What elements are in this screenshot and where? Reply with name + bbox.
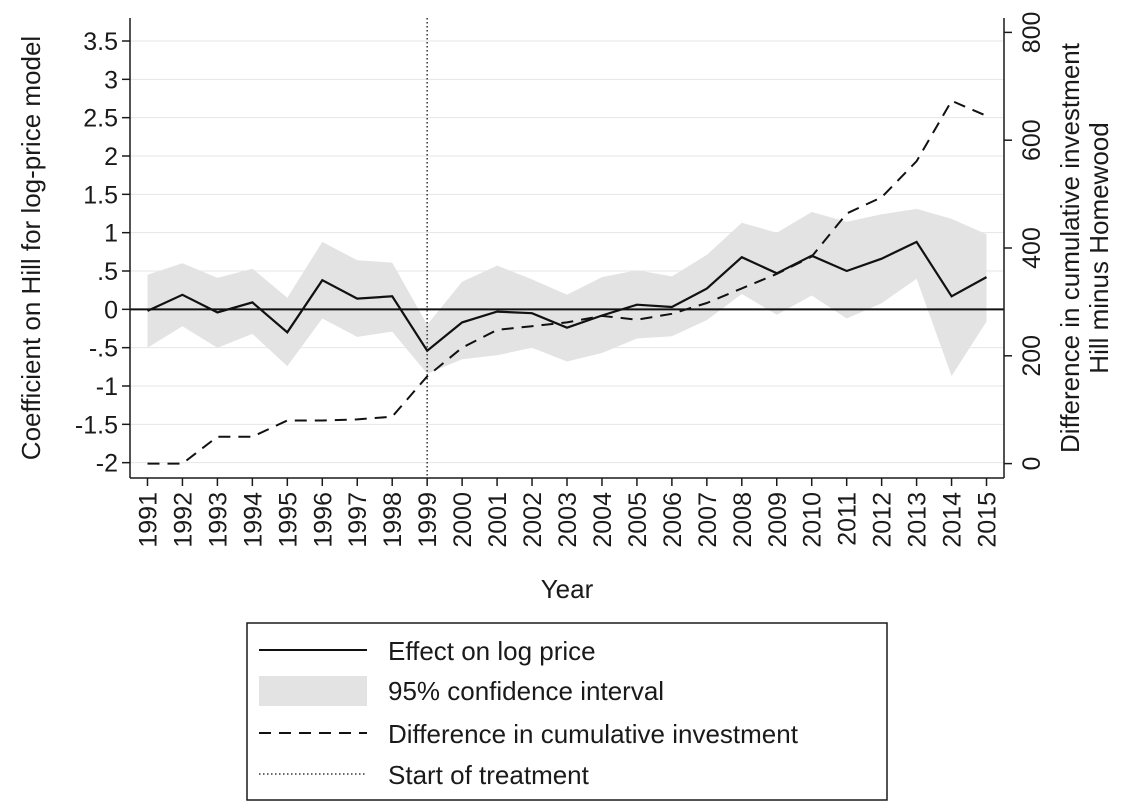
tick-labels: -2 -1.5 -1 -.5 0 .5 1 1.5 2 2.5 3 3.5 0 200 400 600 800 1… (75, 12, 1046, 548)
left-tick-label-3: -.5 (89, 335, 118, 363)
x-tick-label-2007: 2007 (694, 492, 722, 548)
x-tick-label-2002: 2002 (519, 492, 547, 548)
legend-band-swatch (259, 676, 367, 706)
x-tick-label-2009: 2009 (764, 492, 792, 548)
x-tick-label-2004: 2004 (589, 492, 617, 548)
right-tick-label-3: 600 (1018, 119, 1046, 161)
left-tick-label-1: -1.5 (75, 411, 118, 439)
left-tick-label-4: 0 (104, 296, 118, 324)
right-axis-title-line1: Difference in cumulative investment (1055, 42, 1085, 453)
left-tick-label-6: 1 (104, 220, 118, 248)
x-tick-label-1995: 1995 (274, 492, 302, 548)
left-tick-label-10: 3 (104, 66, 118, 94)
x-tick-label-2008: 2008 (729, 492, 757, 548)
legend-box (246, 622, 888, 801)
legend-label-effect: Effect on log price (388, 636, 596, 666)
right-tick-label-0: 0 (1018, 457, 1046, 471)
x-tick-label-1991: 1991 (134, 492, 162, 548)
x-tick-label-2001: 2001 (484, 492, 512, 548)
left-tick-label-2: -1 (96, 373, 118, 401)
x-tick-label-2012: 2012 (869, 492, 897, 548)
x-tick-label-1994: 1994 (239, 492, 267, 548)
left-tick-label-11: 3.5 (83, 28, 118, 56)
x-tick-label-1992: 1992 (169, 492, 197, 548)
confidence-band-area (147, 208, 987, 376)
left-tick-label-0: -2 (96, 450, 118, 478)
left-tick-label-5: .5 (97, 258, 118, 286)
right-tick-label-1: 200 (1018, 335, 1046, 377)
x-tick-label-2006: 2006 (659, 492, 687, 548)
x-tick-label-2005: 2005 (624, 492, 652, 548)
x-tick-label-2015: 2015 (974, 492, 1002, 548)
x-tick-label-2010: 2010 (799, 492, 827, 548)
left-tick-label-8: 2 (104, 143, 118, 171)
x-tick-label-1998: 1998 (379, 492, 407, 548)
legend-label-ci: 95% confidence interval (388, 676, 664, 706)
right-axis-title-line2: Hill minus Homewood (1084, 122, 1114, 373)
x-tick-label-1997: 1997 (344, 492, 372, 548)
x-tick-label-1999: 1999 (414, 492, 442, 548)
x-tick-label-2011: 2011 (834, 492, 862, 546)
x-axis-title: Year (541, 574, 594, 604)
confidence-band (147, 208, 987, 376)
legend: Effect on log price 95% confidence inter… (246, 622, 888, 801)
x-tick-label-1996: 1996 (309, 492, 337, 548)
left-tick-label-9: 2.5 (83, 105, 118, 133)
legend-label-treatment: Start of treatment (388, 760, 590, 790)
legend-label-investment: Difference in cumulative investment (388, 719, 799, 749)
right-tick-label-2: 400 (1018, 227, 1046, 269)
x-tick-label-2000: 2000 (449, 492, 477, 548)
x-tick-label-2014: 2014 (939, 492, 967, 548)
left-axis-title: Coefficient on Hill for log-price model (16, 36, 46, 460)
effect-line (147, 240, 988, 353)
x-tick-label-2013: 2013 (904, 492, 932, 548)
right-tick-label-4: 800 (1018, 12, 1046, 54)
x-tick-label-2003: 2003 (554, 492, 582, 548)
left-tick-label-7: 1.5 (83, 181, 118, 209)
x-tick-label-1993: 1993 (204, 492, 232, 548)
